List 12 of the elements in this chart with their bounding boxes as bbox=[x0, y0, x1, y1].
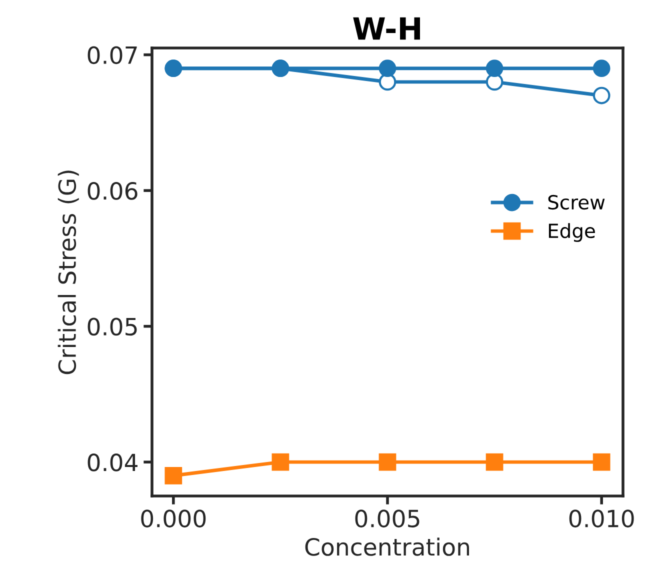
legend-label: Edge bbox=[548, 223, 595, 242]
y-tick-label: 0.05 bbox=[88, 318, 137, 336]
y-tick-label: 0.04 bbox=[88, 454, 138, 472]
x-tick-label: 0.005 bbox=[355, 510, 420, 528]
x-axis-title: Concentration bbox=[305, 538, 470, 556]
chart-title: W-H bbox=[353, 17, 420, 40]
legend-label: Screw bbox=[548, 194, 605, 210]
x-tick-label: 0.010 bbox=[569, 510, 634, 528]
y-axis-title: Critical Stress (G) bbox=[58, 170, 79, 374]
y-tick-label: 0.07 bbox=[88, 46, 137, 64]
y-tick-label: 0.06 bbox=[88, 182, 138, 200]
x-tick-label: 0.000 bbox=[141, 510, 206, 528]
